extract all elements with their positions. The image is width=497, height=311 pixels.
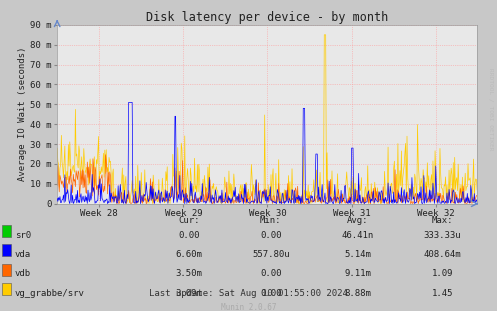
Text: 1.09: 1.09 [431, 270, 453, 278]
Text: 3.09m: 3.09m [175, 289, 202, 298]
Text: 0.00: 0.00 [260, 231, 282, 240]
Text: 0.00: 0.00 [260, 289, 282, 298]
Text: 9.11m: 9.11m [344, 270, 371, 278]
Text: Max:: Max: [431, 216, 453, 225]
Text: 557.80u: 557.80u [252, 250, 290, 259]
Text: 6.60m: 6.60m [175, 250, 202, 259]
Text: Munin 2.0.67: Munin 2.0.67 [221, 303, 276, 311]
Text: 0.00: 0.00 [178, 231, 200, 240]
Text: 46.41n: 46.41n [342, 231, 374, 240]
Text: vdb: vdb [15, 270, 31, 278]
Text: 333.33u: 333.33u [423, 231, 461, 240]
Text: 3.50m: 3.50m [175, 270, 202, 278]
Text: Last update: Sat Aug 10 01:55:00 2024: Last update: Sat Aug 10 01:55:00 2024 [149, 290, 348, 298]
Text: vda: vda [15, 250, 31, 259]
Text: 1.45: 1.45 [431, 289, 453, 298]
Text: 8.88m: 8.88m [344, 289, 371, 298]
Text: 5.14m: 5.14m [344, 250, 371, 259]
Text: 408.64m: 408.64m [423, 250, 461, 259]
Text: vg_grabbe/srv: vg_grabbe/srv [15, 289, 85, 298]
Text: Cur:: Cur: [178, 216, 200, 225]
Text: Min:: Min: [260, 216, 282, 225]
Text: Avg:: Avg: [347, 216, 369, 225]
Y-axis label: Average IO Wait (seconds): Average IO Wait (seconds) [18, 47, 27, 182]
Text: RRDTOOL / TOBI OETIKER: RRDTOOL / TOBI OETIKER [489, 67, 494, 150]
Text: sr0: sr0 [15, 231, 31, 240]
Title: Disk latency per device - by month: Disk latency per device - by month [146, 11, 388, 24]
Text: 0.00: 0.00 [260, 270, 282, 278]
